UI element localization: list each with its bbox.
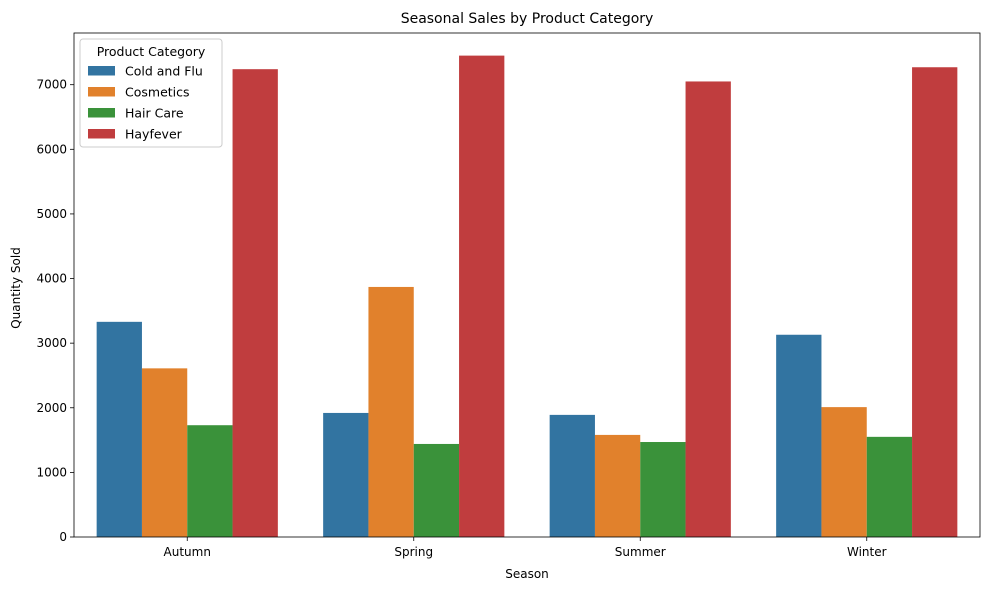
bars-layer: [96, 55, 958, 537]
bar-hair-care-winter: [866, 436, 913, 537]
bar-cold-and-flu-spring: [323, 412, 369, 537]
legend-swatch-cold-and-flu: [88, 66, 115, 76]
y-tick-label: 3000: [36, 336, 67, 350]
legend: Product Category Cold and Flu Cosmetics Hai…: [79, 38, 223, 148]
bar-hair-care-autumn: [187, 425, 233, 537]
legend-label-cosmetics: Cosmetics: [125, 85, 190, 100]
bar-hair-care-summer: [640, 442, 686, 537]
x-axis-label: Season: [505, 567, 549, 581]
x-tick-label-summer: Summer: [615, 545, 666, 559]
y-axis-label: Quantity Sold: [9, 247, 23, 329]
chart-title: Seasonal Sales by Product Category: [401, 11, 654, 27]
bar-cold-and-flu-summer: [549, 414, 595, 537]
bar-cold-and-flu-autumn: [96, 321, 142, 537]
x-tick-label-winter: Winter: [847, 545, 887, 559]
y-tick-label: 1000: [36, 465, 67, 479]
legend-label-hair-care: Hair Care: [125, 106, 184, 121]
legend-label-cold-and-flu: Cold and Flu: [125, 64, 203, 79]
bar-cosmetics-summer: [594, 434, 641, 537]
legend-box: [79, 38, 223, 148]
x-tick-label-spring: Spring: [394, 545, 433, 559]
x-tick-label-autumn: Autumn: [164, 545, 211, 559]
y-tick-label: 4000: [36, 272, 67, 286]
bar-hayfever-summer: [685, 81, 731, 537]
y-tick-label: 0: [59, 530, 67, 544]
legend-label-hayfever: Hayfever: [125, 127, 183, 142]
y-tick-label: 5000: [36, 207, 67, 221]
bar-cosmetics-spring: [368, 286, 414, 537]
y-tick-label: 7000: [36, 78, 67, 92]
legend-swatch-hayfever: [88, 129, 115, 139]
bar-cosmetics-winter: [821, 407, 867, 537]
bar-hayfever-winter: [912, 67, 958, 537]
axes-layer: 0 1000 2000 3000 4000 5000 6000 7000 Autumn Sprin…: [36, 32, 981, 559]
y-tick-label: 2000: [36, 401, 67, 415]
bar-hayfever-spring: [459, 55, 505, 537]
legend-swatch-hair-care: [88, 108, 115, 118]
bar-hayfever-autumn: [232, 69, 278, 537]
y-tick-label: 6000: [36, 142, 67, 156]
bar-cold-and-flu-winter: [776, 334, 822, 537]
plot-frame: [73, 32, 981, 538]
bar-cosmetics-autumn: [141, 368, 188, 537]
legend-title: Product Category: [97, 44, 206, 59]
legend-swatch-cosmetics: [88, 87, 115, 97]
bar-hair-care-spring: [413, 443, 460, 537]
